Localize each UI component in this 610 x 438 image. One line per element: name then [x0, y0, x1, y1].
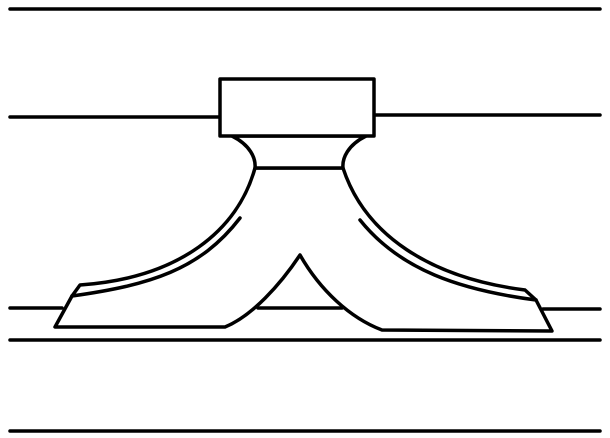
left-wing-bevel	[70, 216, 242, 298]
neck	[230, 134, 368, 170]
right-wing-bevel	[358, 218, 538, 302]
top-block	[218, 77, 376, 138]
flared-base	[53, 166, 554, 333]
